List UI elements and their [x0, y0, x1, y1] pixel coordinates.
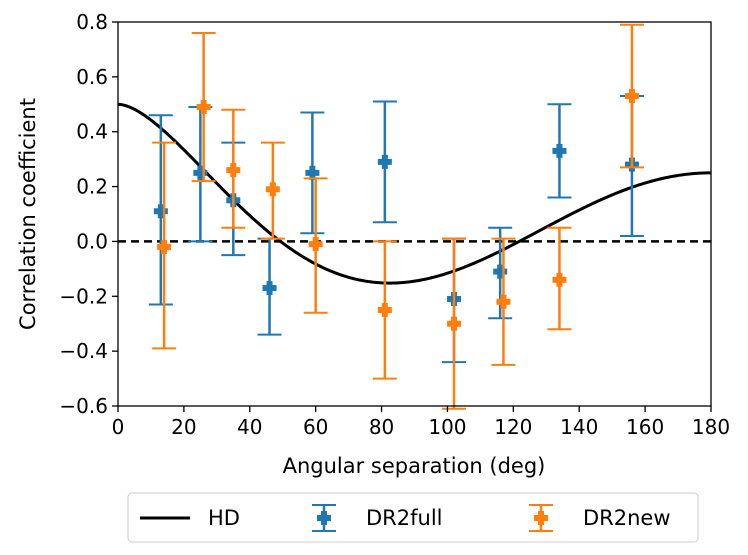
x-tick-label: 140	[560, 415, 598, 439]
dr2full-point	[300, 111, 325, 235]
dr2new-point	[191, 31, 216, 183]
series-dr2new	[152, 23, 644, 410]
series-dr2full	[148, 95, 644, 364]
x-tick-label: 120	[494, 415, 532, 439]
dr2new-point	[303, 177, 328, 314]
dr2new-point	[221, 108, 246, 229]
y-tick-label: 0.4	[76, 120, 108, 144]
y-tick-label: −0.2	[59, 284, 108, 308]
y-tick-label: 0.0	[76, 229, 108, 253]
plot-area	[117, 23, 711, 410]
dr2full-point	[148, 114, 173, 306]
y-tick-label: 0.2	[76, 175, 108, 199]
y-tick-label: 0.6	[76, 65, 108, 89]
x-tick-label: 60	[303, 415, 328, 439]
x-tick-label: 40	[237, 415, 262, 439]
dr2full-point	[257, 237, 282, 336]
legend-handle-dr2full	[312, 504, 336, 532]
legend: HD DR2full DR2new	[127, 492, 699, 543]
legend-frame	[127, 492, 699, 543]
dr2new-point	[372, 240, 397, 380]
y-tick-label: 0.8	[76, 10, 108, 34]
x-tick-label: 0	[112, 415, 125, 439]
hd-curve	[117, 102, 711, 285]
legend-label-dr2new: DR2new	[583, 506, 671, 530]
dr2full-point	[372, 100, 397, 224]
x-tick-label: 20	[171, 415, 196, 439]
dr2new-point	[260, 141, 285, 240]
legend-label-hd: HD	[208, 506, 240, 530]
axes-frame	[117, 21, 712, 407]
y-axis-label: Correlation coefficient	[16, 98, 40, 330]
x-tick-label: 80	[369, 415, 394, 439]
x-tick-label: 160	[626, 415, 664, 439]
dr2new-point	[152, 141, 177, 350]
y-tick-label: −0.4	[59, 339, 108, 363]
dr2new-point	[547, 226, 572, 331]
dr2new-point	[442, 237, 467, 410]
x-tick-label: 180	[692, 415, 730, 439]
dr2new-point	[491, 237, 516, 366]
dr2new-point	[619, 23, 644, 169]
x-tick-label: 100	[428, 415, 466, 439]
y-tick-label: −0.6	[59, 394, 108, 418]
x-axis: 0 20 40 60 80 100 120 140 160 180	[112, 406, 730, 439]
legend-label-dr2full: DR2full	[366, 506, 443, 530]
y-axis: −0.6 −0.4 −0.2 0.0 0.2 0.4 0.6 0.8	[59, 10, 118, 418]
dr2full-point	[547, 103, 572, 199]
x-axis-label: Angular separation (deg)	[283, 454, 546, 478]
legend-handle-dr2new	[529, 504, 553, 532]
